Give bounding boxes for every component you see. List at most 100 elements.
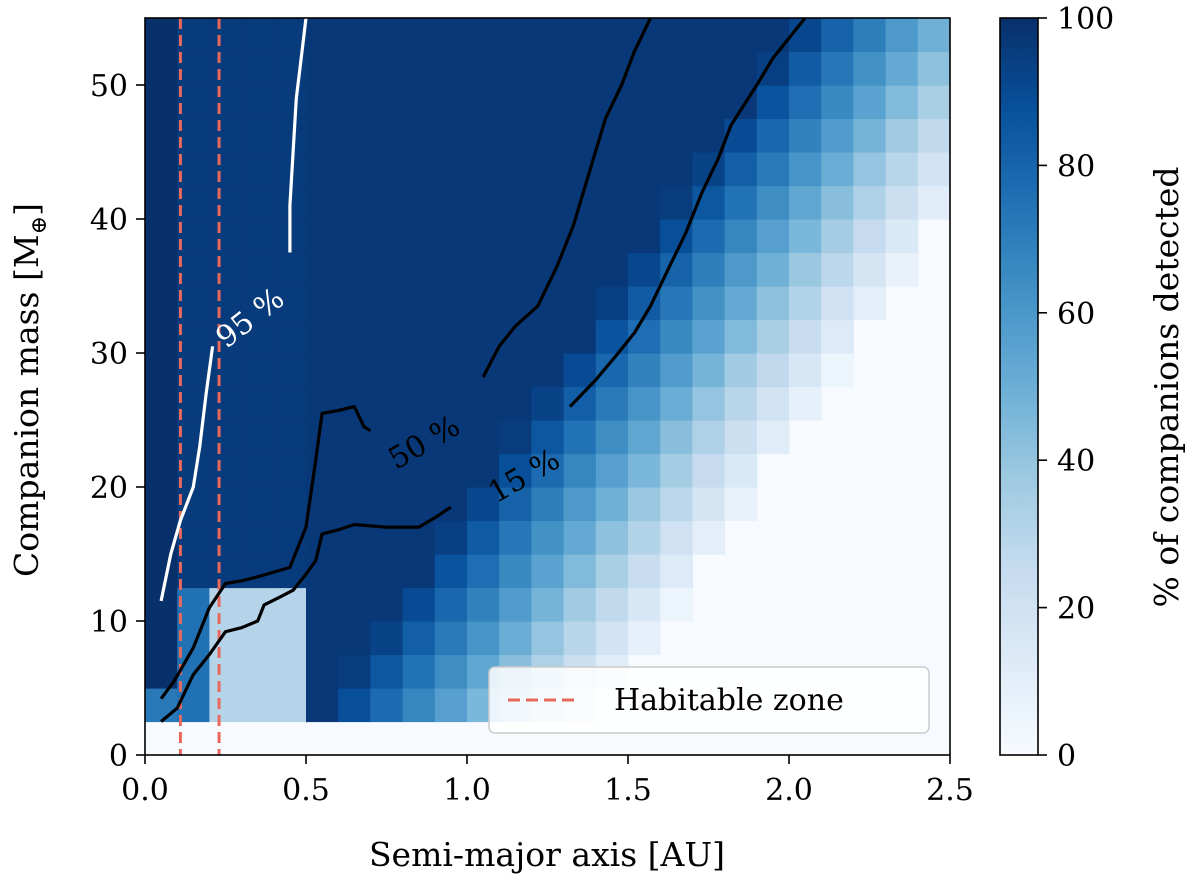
- heatmap-cell: [628, 252, 661, 287]
- colorbar-ticks: 0 20 40 60 80 100: [1038, 2, 1114, 774]
- heatmap-cell: [724, 118, 758, 153]
- heatmap-cell: [306, 554, 339, 589]
- heatmap-cell: [885, 252, 919, 287]
- heatmap-cell: [402, 587, 436, 622]
- heatmap-cell: [145, 286, 178, 321]
- heatmap-cell: [370, 386, 404, 421]
- heatmap-cell: [724, 319, 758, 354]
- heatmap-cell: [177, 554, 210, 589]
- heatmap-cell: [434, 18, 468, 53]
- heatmap-cell: [338, 286, 371, 321]
- heatmap-cell: [273, 654, 307, 689]
- heatmap-cell: [145, 118, 178, 153]
- heatmap-cell: [789, 252, 822, 287]
- heatmap-cell: [306, 688, 339, 723]
- heatmap-cell: [789, 18, 822, 53]
- heatmap-cell: [209, 487, 243, 522]
- heatmap-cell: [467, 386, 500, 421]
- heatmap-cell: [209, 286, 243, 321]
- heatmap-cell: [177, 520, 210, 555]
- heatmap-cell: [499, 353, 532, 388]
- heatmap-cell: [531, 487, 565, 522]
- heatmap-cell: [402, 252, 436, 287]
- heatmap-cell: [338, 185, 371, 220]
- heatmap-cell: [660, 252, 693, 287]
- x-tick-label: 0.5: [282, 773, 330, 808]
- colorbar: [999, 17, 1039, 756]
- heatmap-cell: [756, 18, 790, 53]
- heatmap-cell: [660, 185, 693, 220]
- heatmap-cell: [402, 453, 436, 488]
- heatmap-cell: [531, 353, 565, 388]
- heatmap-cell: [853, 118, 887, 153]
- heatmap-cell: [885, 118, 919, 153]
- x-tick-label: 1.5: [604, 773, 652, 808]
- heatmap-cell: [660, 286, 693, 321]
- heatmap-cell: [306, 152, 339, 187]
- heatmap-cell: [145, 51, 178, 86]
- heatmap-cell: [241, 18, 275, 53]
- colorbar-title: % of companions detected: [1147, 166, 1186, 607]
- heatmap-cell: [273, 118, 307, 153]
- heatmap-cell: [467, 18, 500, 53]
- heatmap-cell: [370, 621, 404, 656]
- x-axis-ticks: 0.0 0.5 1.0 1.5 2.0 2.5: [121, 755, 974, 808]
- heatmap-cell: [209, 688, 243, 723]
- heatmap-cell: [306, 18, 339, 53]
- heatmap-cell: [531, 152, 565, 187]
- heatmap-cell: [241, 554, 275, 589]
- heatmap-cell: [789, 386, 822, 421]
- heatmap-cell: [241, 219, 275, 254]
- heatmap-cell: [821, 51, 854, 86]
- heatmap-cell: [531, 286, 565, 321]
- heatmap-cell: [595, 18, 629, 53]
- heatmap-cell: [338, 85, 371, 120]
- contour-line: [159, 405, 372, 700]
- heatmap-cell: [273, 319, 307, 354]
- heatmap-cell: [370, 286, 404, 321]
- heatmap-cell: [177, 353, 210, 388]
- contour-line: [288, 18, 308, 253]
- heatmap-cell: [628, 487, 661, 522]
- heatmap-cell: [434, 554, 468, 589]
- heatmap-cell: [660, 152, 693, 187]
- heatmap-cell: [595, 487, 629, 522]
- heatmap-cell: [402, 118, 436, 153]
- heatmap-cell: [241, 152, 275, 187]
- heatmap-cell: [628, 219, 661, 254]
- heatmap-cell: [724, 386, 758, 421]
- heatmap-cell: [724, 185, 758, 220]
- x-tick-label: 2.0: [765, 773, 813, 808]
- heatmap-cell: [467, 420, 500, 455]
- heatmap-cell: [628, 621, 661, 656]
- heatmap-cell: [241, 386, 275, 421]
- heatmap-cell: [241, 252, 275, 287]
- heatmap-cell: [917, 118, 950, 153]
- heatmap-cell: [499, 386, 532, 421]
- heatmap-cell: [531, 554, 565, 589]
- heatmap-cell: [434, 688, 468, 723]
- heatmap-cell: [499, 453, 532, 488]
- heatmap-cell: [370, 185, 404, 220]
- contour-lines: [159, 18, 807, 723]
- heatmap-cell: [241, 118, 275, 153]
- heatmap-cell: [177, 688, 210, 723]
- heatmap-cell: [692, 520, 726, 555]
- contour-line: [481, 18, 652, 378]
- heatmap-cell: [338, 319, 371, 354]
- heatmap-cell: [531, 587, 565, 622]
- x-axis-title: Semi-major axis [AU]: [369, 835, 725, 874]
- heatmap-cell: [402, 219, 436, 254]
- heatmap-cell: [306, 621, 339, 656]
- heatmap-cell: [499, 185, 532, 220]
- heatmap-cell: [821, 353, 854, 388]
- heatmap-cell: [434, 654, 468, 689]
- heatmap-cell: [209, 386, 243, 421]
- heatmap-cell: [692, 487, 726, 522]
- heatmap-cell: [628, 353, 661, 388]
- heatmap-cell: [306, 51, 339, 86]
- x-tick-label: 0.0: [121, 773, 169, 808]
- heatmap-cell: [338, 219, 371, 254]
- heatmap-cell: [338, 654, 371, 689]
- heatmap-cell: [241, 51, 275, 86]
